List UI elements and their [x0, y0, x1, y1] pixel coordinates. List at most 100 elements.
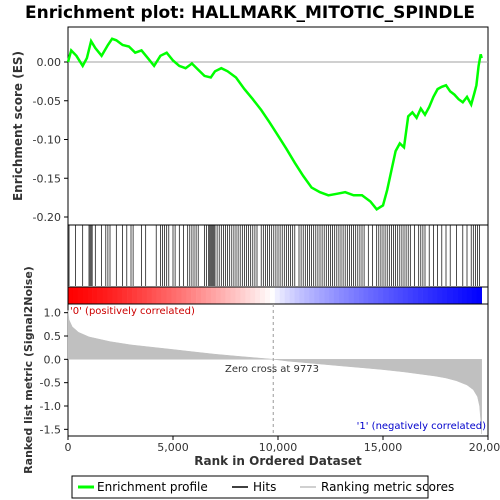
color-bar-segment [77, 287, 84, 304]
color-bar-segment [378, 287, 384, 304]
color-bar-segment [127, 287, 133, 304]
color-bar-segment [72, 287, 79, 304]
color-bar-segment [176, 287, 182, 304]
color-bar-segment [457, 287, 463, 304]
color-bar-segment [68, 287, 74, 304]
es-ytick-label: -0.05 [33, 95, 61, 108]
color-bar-segment [102, 287, 108, 304]
color-bar-segment [136, 287, 143, 304]
color-bar-segment [373, 287, 379, 304]
color-bar-segment [442, 287, 448, 304]
metric-ylabel: Ranked list metric (Signal2Noise) [22, 266, 35, 474]
color-bar-segment [82, 287, 88, 304]
negative-label: '1' (negatively correlated) [357, 421, 486, 432]
metric-ytick-label: -1.0 [40, 400, 61, 413]
color-bar-segment [353, 287, 359, 304]
enrichment-profile-line [66, 37, 483, 211]
color-bar-segment [299, 287, 305, 304]
color-bar-segment [122, 287, 128, 304]
color-bar-segment [186, 287, 192, 304]
es-ytick-label: -0.10 [33, 134, 61, 147]
color-bar-segment [363, 287, 369, 304]
color-bar-segment [200, 287, 207, 304]
x-axis: 0 5,000 10,000 15,000 20,000 [65, 436, 500, 454]
color-bar-segment [117, 287, 123, 304]
positive-label: '0' (positively correlated) [70, 306, 195, 317]
color-bar-segment [452, 287, 458, 304]
color-bar-segment [132, 287, 138, 304]
hits-ticks [68, 225, 480, 286]
metric-ytick-label: 0.5 [44, 330, 62, 343]
color-bar-segment [304, 287, 310, 304]
color-bar-segment [166, 287, 172, 304]
color-bar-segment [466, 287, 473, 304]
color-bar-segment [279, 287, 285, 304]
color-bar-segment [87, 287, 93, 304]
x-axis-label: Rank in Ordered Dataset [194, 454, 362, 468]
color-bar-segment [274, 287, 281, 304]
color-bar-segment [447, 287, 453, 304]
color-bar-segment [146, 287, 153, 304]
es-ytick-label: 0.00 [37, 56, 62, 69]
es-ytick-label: -0.20 [33, 211, 61, 224]
color-bar-segment [220, 287, 226, 304]
zero-cross-label: Zero cross at 9773 [225, 364, 319, 375]
enrichment-profile-path [66, 37, 483, 211]
color-bar-segment [92, 287, 98, 304]
color-bar-segment [235, 287, 241, 304]
color-bar-segment [422, 287, 428, 304]
color-bar-segment [343, 287, 350, 304]
color-bar-segment [383, 287, 389, 304]
color-bar-segment [412, 287, 418, 304]
color-bar-segment [196, 287, 202, 304]
x-tick-label: 20,000 [469, 441, 500, 454]
color-bar-segment [427, 287, 433, 304]
color-bar-segment [240, 287, 246, 304]
x-tick-label: 10,000 [259, 441, 298, 454]
metric-y-axis: 1.0 0.5 0.0 -0.5 -1.0 -1.5 [40, 307, 68, 436]
legend-profile-label: Enrichment profile [97, 480, 208, 494]
color-bar-segment [397, 287, 404, 304]
color-bar-segment [294, 287, 300, 304]
color-bar-segment [338, 287, 345, 304]
color-bar-segment [402, 287, 409, 304]
color-bar-segment [161, 287, 167, 304]
color-bar-segment [215, 287, 221, 304]
legend-hits-label: Hits [253, 480, 276, 494]
x-tick-label: 15,000 [364, 441, 403, 454]
legend-metric-label: Ranking metric scores [321, 480, 454, 494]
color-bar-segment [107, 287, 113, 304]
color-bar-segment [388, 287, 394, 304]
color-bar-segment [333, 287, 340, 304]
color-bar-segment [112, 287, 118, 304]
color-bar-segment [260, 287, 266, 304]
ranking-metric-fill [67, 310, 482, 435]
chart-title: Enrichment plot: HALLMARK_MITOTIC_SPINDL… [25, 3, 475, 23]
color-bar-segment [324, 287, 330, 304]
metric-ytick-label: -1.5 [40, 423, 61, 436]
color-bar-segment [245, 287, 251, 304]
es-ytick-label: -0.15 [33, 172, 61, 185]
color-bar-segment [141, 287, 148, 304]
color-bar-segment [151, 287, 157, 304]
color-bar-segment [225, 287, 231, 304]
color-bar-segment [437, 287, 443, 304]
color-bar-segment [269, 287, 276, 304]
color-bar-segment [250, 287, 256, 304]
x-tick-label: 5,000 [157, 441, 189, 454]
color-bar-segment [462, 287, 468, 304]
es-panel-frame [67, 26, 489, 226]
color-bar-segment [314, 287, 320, 304]
legend: Enrichment profile Hits Ranking metric s… [71, 475, 454, 499]
color-bar-segment [407, 287, 414, 304]
color-bar-segment [255, 287, 261, 304]
color-bar-segment [368, 287, 374, 304]
color-bar-segment [319, 287, 325, 304]
metric-ytick-label: 0.0 [44, 353, 62, 366]
color-bar-segment [191, 287, 197, 304]
color-bar-segment [329, 287, 335, 304]
color-bar-segment [97, 287, 103, 304]
metric-ytick-label: 1.0 [44, 307, 62, 320]
color-bar-segment [230, 287, 236, 304]
